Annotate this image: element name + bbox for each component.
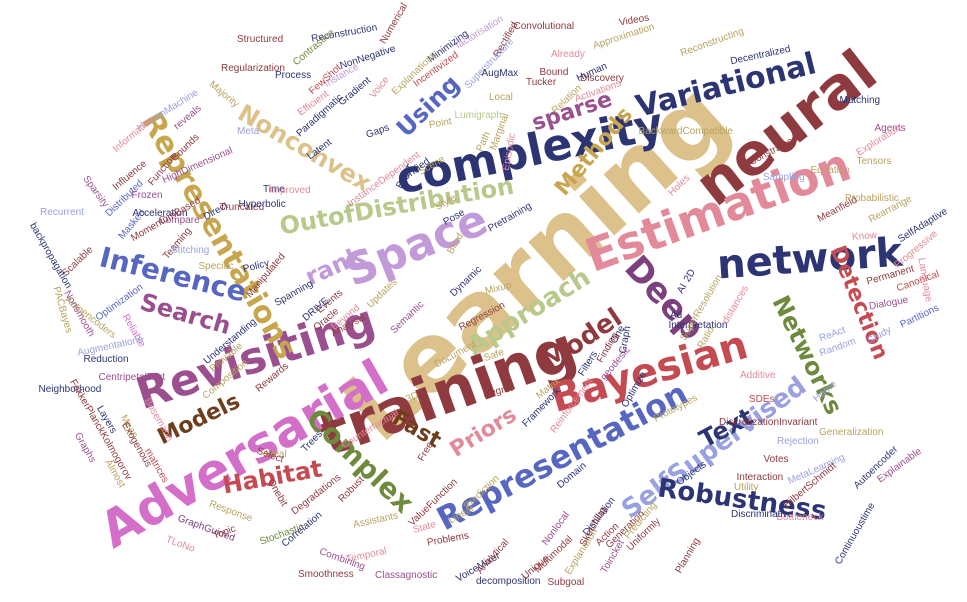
cloud-word: Additive (740, 370, 776, 381)
cloud-word: 2D (681, 267, 698, 285)
cloud-word: Recurrent (40, 207, 84, 218)
cloud-word: Tucker (526, 77, 557, 88)
cloud-word: Equation (810, 165, 850, 176)
cloud-word: Teaming (161, 225, 194, 262)
cloud-word: AugMax (481, 68, 519, 79)
cloud-word: backpropagation (27, 220, 74, 291)
cloud-word: Acceleration (132, 208, 188, 219)
cloud-word: SDEs (749, 394, 775, 405)
cloud-word: Frozen (131, 190, 163, 201)
cloud-word: Sparsity (80, 173, 111, 210)
cloud-word: Rejection (777, 436, 819, 447)
cloud-word: Time (263, 184, 285, 195)
cloud-word: Process (275, 70, 312, 81)
cloud-word: Bound (539, 67, 569, 78)
cloud-word: decomposition (476, 576, 541, 587)
cloud-word: Interpretation (668, 320, 728, 331)
cloud-word: Numerical (377, 1, 410, 46)
cloud-word: Regularization (221, 63, 285, 74)
cloud-word: Stitching (171, 245, 210, 256)
cloud-word: Matching (839, 95, 881, 106)
cloud-word: Bottleneck (776, 512, 824, 523)
cloud-word: DiscretizationInvariant (719, 417, 818, 428)
cloud-word: Utility (734, 482, 759, 493)
cloud-word: Gaps (364, 122, 391, 141)
cloud-word: Classagnostic (375, 570, 438, 581)
cloud-word: Compare (158, 215, 200, 226)
cloud-word: Votes (763, 454, 789, 465)
cloud-word: Tensors (856, 156, 892, 167)
cloud-word: Hyperbolic (238, 199, 286, 210)
cloud-word: Truncated (219, 202, 265, 213)
cloud-word: Generalization (819, 427, 884, 438)
cloud-word: Know (851, 230, 877, 243)
cloud-word: Discovery (580, 73, 624, 84)
cloud-word: Ad (670, 310, 683, 321)
cloud-word: Graphs (71, 430, 98, 465)
cloud-word: Already (551, 49, 585, 60)
cloud-word: TLoNo (164, 534, 197, 555)
cloud-word: Specific (198, 261, 234, 272)
cloud-word: Point (427, 116, 452, 131)
cloud-word: Reduction (83, 354, 129, 365)
cloud-word: Structured (237, 34, 284, 45)
cloud-word: Probabilistic (845, 193, 899, 204)
cloud-word: Spanning (272, 278, 315, 309)
cloud-word: Planning (673, 536, 703, 576)
cloud-word: Superstructure (462, 36, 517, 92)
cloud-word: Convolutional (513, 21, 575, 32)
cloud-word: Ideal (265, 449, 287, 460)
cloud-word: Sampling (763, 172, 805, 183)
cloud-word: CentripetalText (98, 372, 166, 383)
cloud-word: Majority (206, 79, 241, 111)
cloud-word: Lumigraph (454, 110, 502, 121)
cloud-word: BackwardCompatible (638, 126, 734, 137)
cloud-word: Neighborhood (38, 384, 102, 395)
cloud-word: Continuoustime (832, 500, 877, 567)
cloud-word: Discriminative (731, 509, 794, 520)
cloud-word: Agents (874, 123, 906, 134)
cloud-word: Partitions (898, 302, 941, 331)
cloud-word: Assistants (352, 510, 400, 531)
cloud-word: Local (489, 92, 513, 103)
cloud-word: Problems (426, 530, 470, 549)
cloud-word: Voice (367, 74, 392, 101)
cloud-word: Analytical (474, 537, 511, 577)
cloud-word: Interaction (736, 472, 784, 483)
cloud-word: distances (720, 283, 752, 326)
cloud-word: Response (207, 498, 254, 525)
cloud-word: Improved (269, 185, 311, 196)
cloud-word: Smoothness (298, 569, 354, 580)
cloud-word: Meta (237, 126, 260, 137)
cloud-word: Dialogue (867, 294, 909, 313)
cloud-word: Subgoal (547, 577, 585, 588)
